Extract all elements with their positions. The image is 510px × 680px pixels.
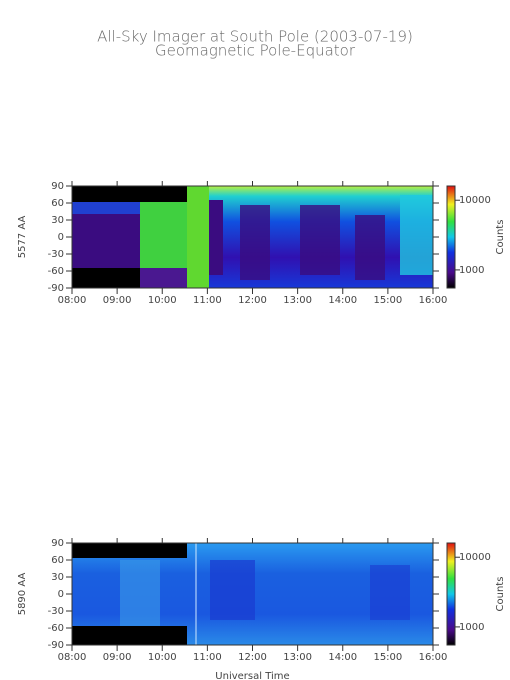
- colorbar: [446, 185, 456, 289]
- x-tick-label: 10:00: [148, 652, 177, 663]
- subtitle: Geomagnetic Pole-Equator: [155, 42, 356, 60]
- x-tick-label: 16:00: [419, 652, 448, 663]
- y-tick-label: 90: [51, 181, 64, 192]
- y-tick-label: 0: [58, 232, 64, 243]
- x-axis-label: Universal Time: [215, 671, 289, 680]
- x-tick-label: 08:00: [58, 652, 87, 663]
- x-tick-label: 11:00: [193, 295, 222, 306]
- x-tick-label: 11:00: [193, 652, 222, 663]
- x-tick-label: 15:00: [373, 652, 402, 663]
- y-tick-label: 90: [51, 538, 64, 549]
- y-tick-label: -60: [48, 623, 64, 634]
- x-tick-label: 13:00: [283, 295, 312, 306]
- keogram-image: [72, 543, 433, 645]
- y-tick-label: -90: [48, 283, 64, 294]
- x-tick-label: 09:00: [103, 652, 132, 663]
- colorbar-label: Counts: [495, 220, 506, 255]
- colorbar-tick-label: 1000: [459, 622, 484, 633]
- colorbar-tick-label: 10000: [459, 552, 491, 563]
- x-tick-label: 09:00: [103, 295, 132, 306]
- y-tick-label: 30: [51, 215, 64, 226]
- x-tick-label: 12:00: [238, 652, 267, 663]
- y-tick-label: -30: [48, 249, 64, 260]
- y-tick-label: -60: [48, 266, 64, 277]
- x-tick-label: 14:00: [328, 652, 357, 663]
- title: All-Sky Imager at South Pole (2003-07-19…: [97, 28, 413, 46]
- x-tick-label: 12:00: [238, 295, 267, 306]
- x-tick-label: 13:00: [283, 652, 312, 663]
- colorbar-tick-label: 1000: [459, 265, 484, 276]
- y-tick-label: 30: [51, 572, 64, 583]
- colorbar: [446, 542, 456, 646]
- x-tick-label: 14:00: [328, 295, 357, 306]
- y-axis-label: 5890 AA: [17, 573, 28, 616]
- y-tick-label: 60: [51, 555, 64, 566]
- y-tick-label: 60: [51, 198, 64, 209]
- colorbar-label: Counts: [495, 577, 506, 612]
- x-tick-label: 15:00: [373, 295, 402, 306]
- y-tick-label: 0: [58, 589, 64, 600]
- x-tick-label: 16:00: [419, 295, 448, 306]
- colorbar-tick-label: 10000: [459, 195, 491, 206]
- y-tick-label: -90: [48, 640, 64, 651]
- keogram-image: [72, 186, 433, 288]
- x-tick-label: 08:00: [58, 295, 87, 306]
- y-axis-label: 5577 AA: [17, 216, 28, 259]
- x-tick-label: 10:00: [148, 295, 177, 306]
- y-tick-label: -30: [48, 606, 64, 617]
